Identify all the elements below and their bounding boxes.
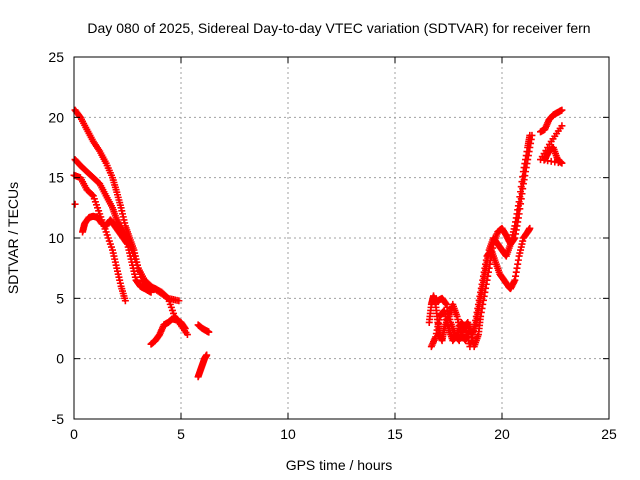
data-point: [526, 224, 534, 232]
data-series: [79, 212, 155, 296]
data-point: [88, 191, 96, 199]
x-tick-label: 10: [280, 426, 296, 442]
data-point: [205, 328, 213, 336]
data-points: [70, 106, 566, 381]
x-tick-label: 20: [494, 426, 510, 442]
data-series: [71, 200, 79, 208]
x-tick-label: 5: [177, 426, 185, 442]
x-axis-label: GPS time / hours: [286, 457, 393, 473]
data-point: [558, 122, 566, 130]
data-series: [147, 315, 189, 348]
data-point: [163, 293, 171, 301]
grid: [74, 57, 609, 419]
x-tick-label: 25: [601, 426, 617, 442]
data-point: [71, 200, 79, 208]
data-point: [203, 351, 211, 359]
data-point: [526, 131, 534, 139]
y-tick-label: 20: [48, 109, 64, 125]
data-series: [71, 106, 183, 305]
x-tick-label: 0: [70, 426, 78, 442]
y-tick-label: 5: [56, 290, 64, 306]
y-axis-label: SDTVAR / TECUs: [5, 182, 21, 294]
data-point: [121, 297, 129, 305]
data-series: [194, 321, 213, 336]
data-point: [175, 297, 183, 305]
axis-ticks: 0 5 10 15 20 25 -5 0 5 10 15 20 25: [48, 49, 617, 442]
data-series: [425, 131, 536, 351]
data-series: [537, 106, 566, 167]
data-point: [183, 331, 191, 339]
y-tick-label: 10: [48, 230, 64, 246]
y-tick-label: 15: [48, 170, 64, 186]
data-point: [181, 325, 189, 332]
y-tick-label: 25: [48, 49, 64, 65]
y-tick-label: -5: [52, 411, 65, 427]
y-tick-label: 0: [56, 351, 64, 367]
data-series: [434, 131, 534, 345]
data-series: [194, 351, 211, 381]
x-tick-label: 15: [387, 426, 403, 442]
data-point: [147, 288, 155, 296]
chart-title: Day 080 of 2025, Sidereal Day-to-day VTE…: [87, 20, 590, 36]
data-point: [558, 106, 566, 114]
